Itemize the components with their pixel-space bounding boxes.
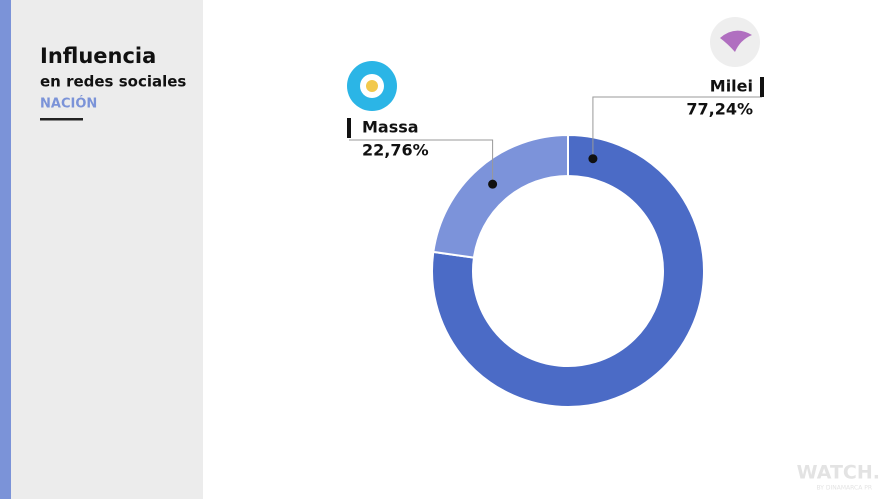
milei-logo-bird: [720, 30, 752, 52]
leader-line: [349, 139, 494, 185]
title: Influencia: [40, 44, 156, 68]
side-panel: [0, 0, 203, 499]
value-label: 22,76%: [362, 141, 429, 160]
donut-slice: [432, 133, 569, 259]
leader-dot: [588, 154, 598, 164]
accent-strip: [0, 0, 11, 499]
donut-slice: [431, 133, 705, 408]
leader-dot: [488, 179, 498, 189]
label-bar: [760, 77, 764, 97]
title-underline: [40, 118, 83, 121]
legend-label: Massa: [362, 118, 419, 137]
leader-line: [592, 96, 762, 159]
subtitle: en redes sociales: [40, 73, 186, 91]
value-label: 77,24%: [686, 100, 753, 119]
watermark-byline: BY DINAMARCA PR: [817, 485, 872, 492]
massa-logo-center: [366, 80, 378, 92]
region: NACIÓN: [40, 96, 97, 112]
label-bar: [347, 118, 351, 138]
watermark-brand: WATCH.: [797, 462, 880, 484]
legend-label: Milei: [710, 77, 753, 96]
